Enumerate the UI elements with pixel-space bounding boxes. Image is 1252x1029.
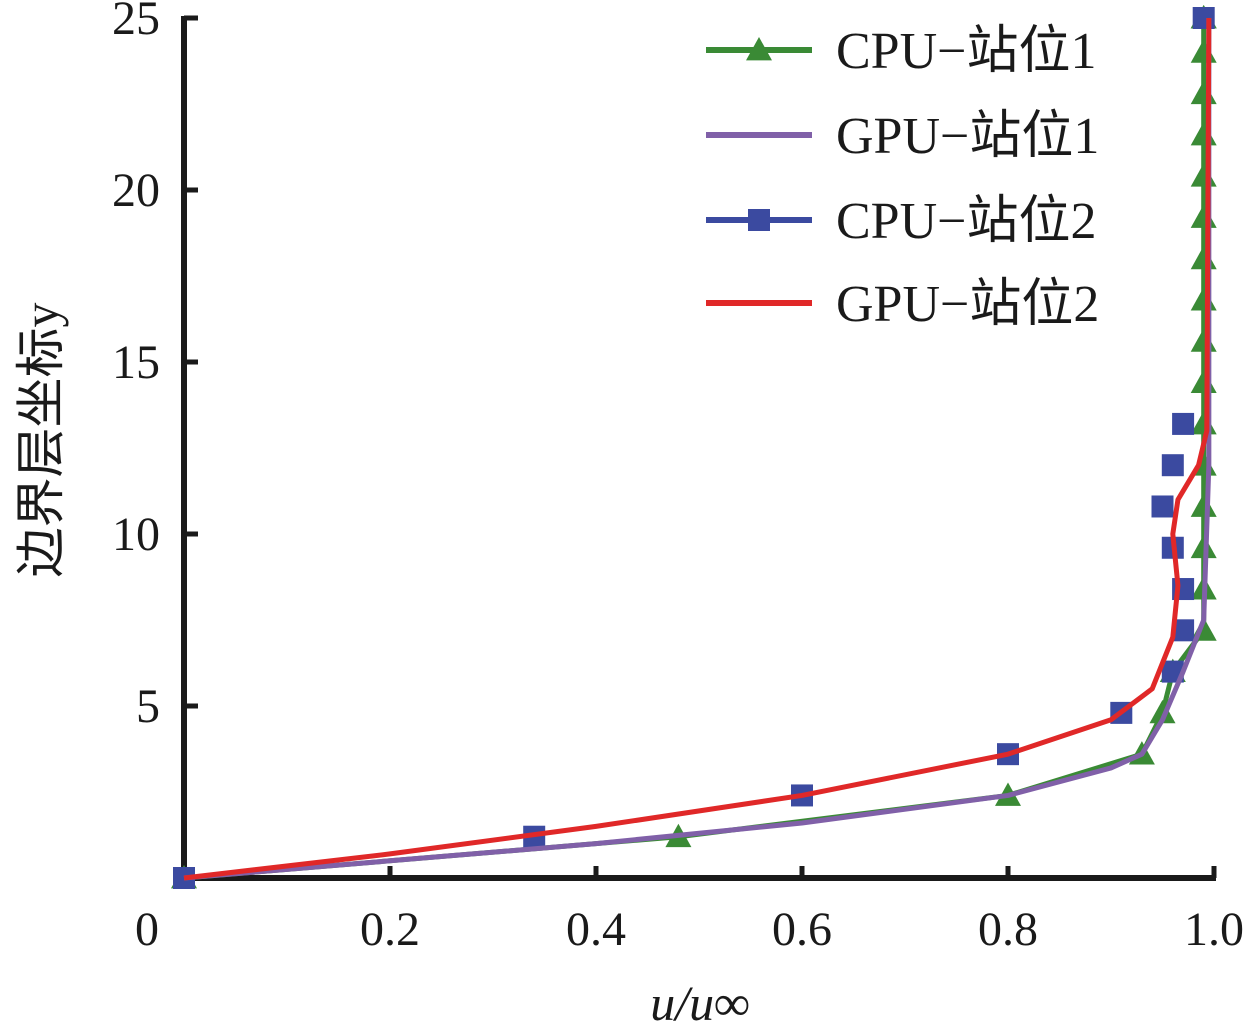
x-tick-label: 0.4 [566, 903, 626, 956]
legend-swatch-marker [748, 209, 770, 231]
data-point [1151, 495, 1174, 518]
legend-item: CPU−站位1 [706, 23, 1096, 80]
data-point [1190, 245, 1217, 270]
axes: 0 0.2 0.4 0.6 0.8 1.0 5 10 15 20 25 [112, 0, 1244, 956]
data-point [1190, 287, 1217, 311]
legend-label: CPU−站位1 [836, 23, 1096, 80]
data-point [1190, 163, 1217, 187]
y-tick-label: 10 [112, 508, 160, 561]
series-group [171, 5, 1217, 889]
x-tick-label: 0.2 [360, 903, 420, 956]
data-point [1190, 80, 1217, 105]
legend-swatch-marker [746, 37, 772, 61]
data-point [1161, 454, 1184, 477]
y-tick-label: 20 [112, 164, 160, 217]
y-tick-label: 5 [136, 680, 160, 733]
y-tick-label: 15 [112, 336, 160, 389]
series-4 [183, 17, 1212, 881]
x-tick-label: 1.0 [1184, 903, 1244, 956]
data-point [1190, 369, 1217, 394]
data-point [1172, 412, 1195, 435]
x-tick-label: 0.6 [772, 903, 832, 956]
series-2 [183, 18, 1212, 881]
data-point [1190, 39, 1217, 63]
series-line [183, 17, 1212, 881]
legend-item: GPU−站位1 [706, 108, 1099, 165]
x-tick-label: 0.8 [978, 903, 1038, 956]
data-point [1190, 493, 1217, 517]
legend-item: GPU−站位2 [706, 276, 1099, 333]
data-point [1192, 7, 1215, 29]
data-point [1190, 328, 1217, 352]
y-tick-label: 25 [112, 0, 160, 45]
data-point [1190, 410, 1217, 435]
legend-label: GPU−站位2 [836, 276, 1099, 333]
legend-item: CPU−站位2 [706, 193, 1096, 250]
data-point [1190, 204, 1217, 228]
data-point [1172, 619, 1195, 642]
data-point [1149, 699, 1176, 724]
data-point [1190, 121, 1217, 146]
x-axis-title: u/u∞ [650, 975, 750, 1029]
series-line [183, 18, 1212, 881]
legend-label: CPU−站位2 [836, 193, 1096, 250]
x-tick-label: 0 [135, 903, 159, 956]
legend-label: GPU−站位1 [836, 108, 1099, 165]
y-axis-title: 边界层坐标y [13, 303, 69, 578]
legend: CPU−站位1 GPU−站位1 CPU−站位2 GPU−站位2 [706, 23, 1099, 333]
